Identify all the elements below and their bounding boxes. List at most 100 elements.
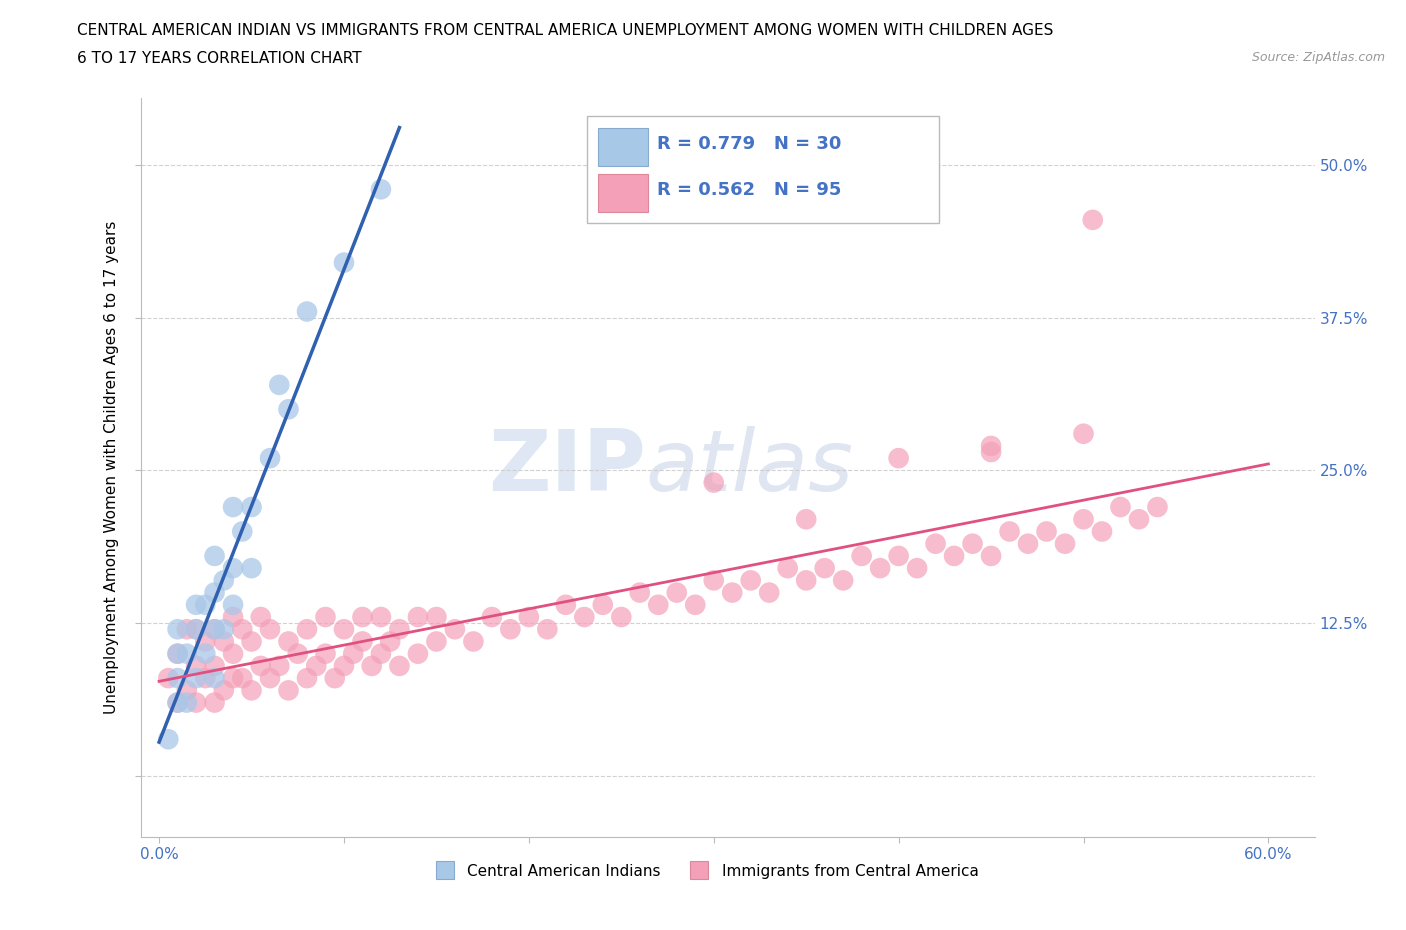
Point	[776, 561, 799, 576]
Point	[1091, 524, 1114, 538]
Point	[360, 658, 382, 673]
Point	[157, 671, 180, 685]
Point	[380, 634, 402, 649]
Point	[305, 658, 328, 673]
Point	[980, 445, 1002, 459]
Point	[287, 646, 309, 661]
Point	[425, 634, 447, 649]
Point	[998, 524, 1021, 538]
Point	[166, 695, 188, 710]
Point	[814, 561, 837, 576]
Point	[683, 597, 706, 612]
Point	[444, 622, 467, 637]
Point	[554, 597, 576, 612]
Point	[269, 658, 291, 673]
Point	[277, 402, 299, 417]
Point	[721, 585, 744, 600]
Point	[758, 585, 780, 600]
Point	[388, 622, 411, 637]
Point	[517, 609, 540, 624]
Point	[222, 609, 245, 624]
Point	[740, 573, 762, 588]
Point	[425, 609, 447, 624]
Point	[240, 561, 263, 576]
Point	[463, 634, 485, 649]
Point	[212, 683, 235, 698]
Point	[333, 658, 356, 673]
Point	[204, 658, 226, 673]
Point	[703, 573, 725, 588]
FancyBboxPatch shape	[599, 174, 648, 212]
Point	[176, 695, 198, 710]
Point	[1128, 512, 1150, 526]
Point	[240, 634, 263, 649]
Point	[647, 597, 669, 612]
Point	[370, 646, 392, 661]
Point	[269, 378, 291, 392]
Point	[204, 549, 226, 564]
Text: CENTRAL AMERICAN INDIAN VS IMMIGRANTS FROM CENTRAL AMERICA UNEMPLOYMENT AMONG WO: CENTRAL AMERICAN INDIAN VS IMMIGRANTS FR…	[77, 23, 1053, 38]
Point	[184, 695, 207, 710]
Text: R = 0.779   N = 30: R = 0.779 N = 30	[657, 135, 842, 153]
Point	[406, 609, 429, 624]
Point	[1017, 537, 1039, 551]
Point	[194, 597, 217, 612]
Point	[277, 634, 299, 649]
Point	[314, 646, 336, 661]
Point	[980, 549, 1002, 564]
Point	[249, 658, 271, 673]
Point	[370, 609, 392, 624]
Point	[665, 585, 688, 600]
Point	[204, 585, 226, 600]
Point	[703, 475, 725, 490]
Point	[924, 537, 946, 551]
Point	[943, 549, 966, 564]
Point	[794, 512, 817, 526]
Point	[249, 609, 271, 624]
Point	[204, 695, 226, 710]
Point	[887, 549, 910, 564]
FancyBboxPatch shape	[586, 116, 939, 223]
Point	[536, 622, 558, 637]
Point	[184, 658, 207, 673]
Point	[1035, 524, 1057, 538]
FancyBboxPatch shape	[599, 128, 648, 166]
Point	[157, 732, 180, 747]
Point	[259, 671, 281, 685]
Y-axis label: Unemployment Among Women with Children Ages 6 to 17 years: Unemployment Among Women with Children A…	[104, 220, 120, 714]
Point	[388, 658, 411, 673]
Point	[333, 255, 356, 270]
Point	[295, 622, 318, 637]
Point	[166, 671, 188, 685]
Point	[222, 561, 245, 576]
Legend: Central American Indians, Immigrants from Central America: Central American Indians, Immigrants fro…	[423, 857, 986, 884]
Point	[176, 683, 198, 698]
Point	[1109, 499, 1132, 514]
Point	[980, 439, 1002, 454]
Point	[204, 622, 226, 637]
Point	[499, 622, 522, 637]
Point	[259, 622, 281, 637]
Text: Source: ZipAtlas.com: Source: ZipAtlas.com	[1251, 51, 1385, 64]
Point	[240, 499, 263, 514]
Text: 6 TO 17 YEARS CORRELATION CHART: 6 TO 17 YEARS CORRELATION CHART	[77, 51, 361, 66]
Point	[231, 671, 253, 685]
Point	[204, 622, 226, 637]
Point	[962, 537, 984, 551]
Point	[231, 622, 253, 637]
Point	[1073, 426, 1095, 441]
Point	[240, 683, 263, 698]
Point	[481, 609, 503, 624]
Point	[194, 646, 217, 661]
Point	[352, 634, 374, 649]
Point	[851, 549, 873, 564]
Point	[370, 182, 392, 197]
Text: ZIP: ZIP	[488, 426, 645, 509]
Point	[574, 609, 596, 624]
Point	[231, 524, 253, 538]
Text: atlas: atlas	[645, 426, 853, 509]
Point	[333, 622, 356, 637]
Point	[1081, 212, 1104, 227]
Point	[222, 499, 245, 514]
Point	[610, 609, 633, 624]
